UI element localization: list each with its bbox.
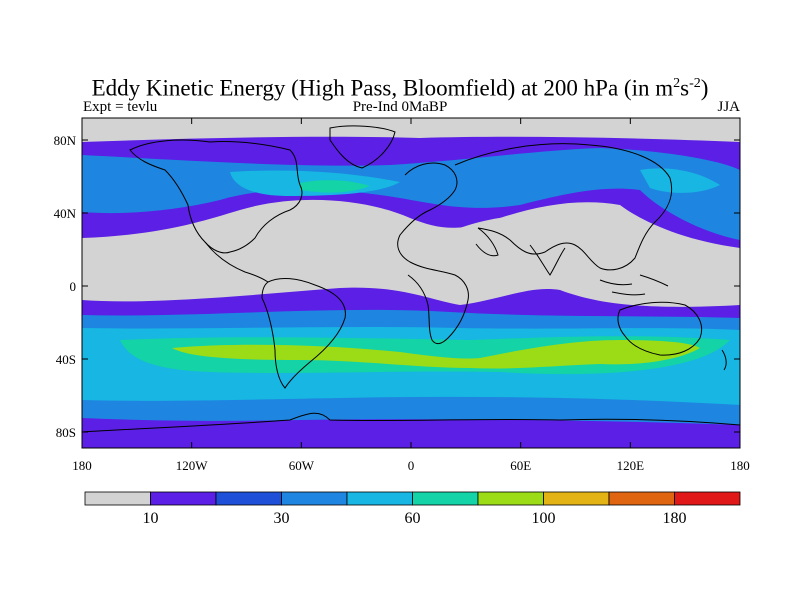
y-tick-label: 80N — [54, 133, 77, 148]
colorbar-label: 10 — [143, 510, 159, 527]
colorbar-swatch — [674, 491, 741, 506]
field-west-gray — [82, 282, 140, 305]
x-tick-label: 60E — [510, 458, 531, 473]
coast-new-zealand — [721, 349, 727, 371]
colorbar-swatch — [543, 491, 610, 506]
y-tick-label: 40S — [56, 352, 76, 367]
x-tick-label: 180 — [72, 458, 92, 473]
coast-india — [529, 244, 566, 276]
colorbar-label: 60 — [405, 510, 421, 527]
x-tick-label: 120E — [617, 458, 645, 473]
colorbar-swatch — [84, 491, 151, 506]
x-tick-label: 0 — [408, 458, 415, 473]
coast-north-america — [129, 139, 303, 254]
coastlines — [82, 125, 740, 433]
experiment-label: Expt = tevlu — [83, 99, 158, 115]
coast-australia — [617, 301, 703, 356]
colorbar-swatch — [608, 491, 675, 506]
coast-maritime-se-asia — [599, 274, 669, 296]
colorbar-swatch — [412, 491, 479, 506]
coast-asia — [454, 143, 673, 271]
field-band-s-yellowgreen — [172, 340, 700, 369]
colorbar-swatch — [215, 491, 282, 506]
coast-central-america — [204, 241, 269, 283]
colorbar: 10 30 60 100 180 — [84, 491, 741, 527]
field-band-n-green — [300, 180, 370, 193]
coast-arabia — [475, 227, 499, 257]
y-axis-ticks: 80N 40N 0 40S 80S — [54, 133, 740, 440]
map-title: Eddy Kinetic Energy (High Pass, Bloomfie… — [91, 75, 709, 101]
coast-south-america — [261, 277, 346, 389]
colorbar-label: 100 — [532, 510, 556, 527]
colorbar-swatch — [281, 491, 348, 506]
y-tick-label: 0 — [70, 279, 77, 294]
y-tick-label: 40N — [54, 206, 77, 221]
x-tick-label: 60W — [289, 458, 315, 473]
colorbar-swatch — [477, 491, 544, 506]
coast-europe-africa — [397, 162, 469, 345]
y-tick-label: 80S — [56, 425, 76, 440]
x-tick-label: 120W — [176, 458, 209, 473]
season-label: JJA — [717, 99, 740, 115]
coast-greenland — [329, 125, 396, 169]
x-axis-ticks: 180 120W 60W 0 60E 120E 180 — [72, 118, 750, 473]
x-tick-label: 180 — [730, 458, 750, 473]
colorbar-swatch — [150, 491, 217, 506]
colorbar-swatch — [346, 491, 413, 506]
field-equatorial-gray — [140, 215, 740, 306]
colorbar-label: 30 — [274, 510, 290, 527]
period-label: Pre-Ind 0MaBP — [352, 99, 448, 115]
coast-antarctica — [82, 412, 740, 433]
colorbar-label: 180 — [663, 510, 687, 527]
field-band-n-blue — [82, 148, 740, 240]
eke-field — [82, 118, 740, 448]
